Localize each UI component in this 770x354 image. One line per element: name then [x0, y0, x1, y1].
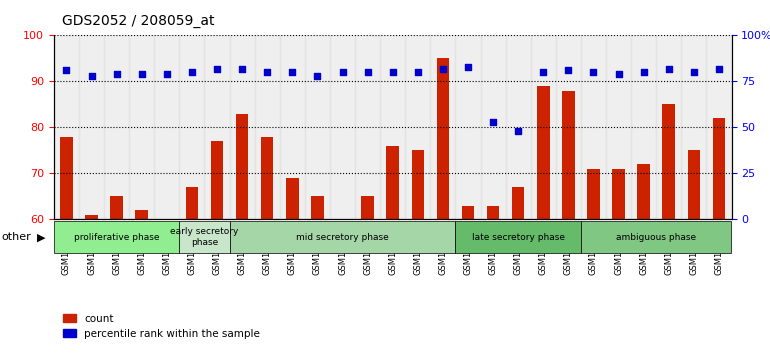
Point [85, 73, 98, 79]
Point [387, 69, 399, 75]
Text: GDS2052 / 208059_at: GDS2052 / 208059_at [62, 14, 214, 28]
Point [663, 66, 675, 72]
Bar [688, 150, 700, 354]
Bar [154, 35, 179, 219]
Bar [581, 35, 606, 219]
Point [161, 71, 173, 77]
Bar [211, 141, 223, 354]
Bar [606, 35, 631, 219]
Bar [229, 35, 255, 219]
Point [412, 69, 424, 75]
Bar [706, 35, 732, 219]
Bar [110, 196, 123, 354]
Bar [537, 86, 550, 354]
Bar [305, 35, 330, 219]
Bar [531, 35, 556, 219]
Legend: count, percentile rank within the sample: count, percentile rank within the sample [59, 310, 264, 343]
Bar [405, 35, 430, 219]
Bar [437, 58, 449, 354]
Text: ▶: ▶ [37, 232, 45, 242]
Text: proliferative phase: proliferative phase [74, 233, 159, 242]
Point [60, 68, 72, 73]
Bar [612, 169, 624, 354]
Text: other: other [2, 232, 32, 242]
FancyBboxPatch shape [455, 221, 581, 253]
Bar [311, 196, 323, 354]
Point [437, 66, 449, 72]
Point [512, 128, 524, 134]
Point [336, 69, 349, 75]
Point [537, 69, 550, 75]
Bar [713, 118, 725, 354]
Point [136, 71, 148, 77]
Point [261, 69, 273, 75]
Bar [54, 35, 79, 219]
Point [612, 71, 624, 77]
Bar [462, 206, 474, 354]
Text: early secretory
phase: early secretory phase [170, 228, 239, 247]
Bar [631, 35, 656, 219]
Bar [60, 137, 72, 354]
Bar [104, 35, 129, 219]
Point [211, 66, 223, 72]
Bar [556, 35, 581, 219]
Point [688, 69, 700, 75]
Text: mid secretory phase: mid secretory phase [296, 233, 389, 242]
Bar [480, 35, 506, 219]
Bar [205, 35, 229, 219]
Point [462, 64, 474, 69]
Bar [487, 206, 500, 354]
Bar [506, 35, 531, 219]
Bar [261, 137, 273, 354]
Text: late secretory phase: late secretory phase [472, 233, 564, 242]
Point [361, 69, 373, 75]
Bar [562, 91, 574, 354]
Point [236, 66, 248, 72]
Bar [129, 35, 154, 219]
FancyBboxPatch shape [581, 221, 732, 253]
Point [588, 69, 600, 75]
Bar [662, 104, 675, 354]
FancyBboxPatch shape [229, 221, 455, 253]
Bar [136, 210, 148, 354]
Bar [79, 35, 104, 219]
Bar [161, 219, 173, 354]
Bar [387, 146, 399, 354]
Bar [330, 35, 355, 219]
Bar [411, 150, 424, 354]
Bar [681, 35, 706, 219]
Bar [236, 114, 249, 354]
Point [311, 73, 323, 79]
Bar [656, 35, 681, 219]
Bar [179, 35, 205, 219]
Bar [361, 196, 374, 354]
Bar [280, 35, 305, 219]
Bar [85, 215, 98, 354]
Point [110, 71, 122, 77]
Bar [638, 164, 650, 354]
Bar [380, 35, 405, 219]
Point [487, 119, 499, 125]
Bar [336, 219, 349, 354]
Bar [588, 169, 600, 354]
Bar [512, 187, 524, 354]
Point [713, 66, 725, 72]
FancyBboxPatch shape [179, 221, 229, 253]
Bar [455, 35, 480, 219]
Bar [430, 35, 455, 219]
Text: ambiguous phase: ambiguous phase [616, 233, 696, 242]
Point [286, 69, 299, 75]
Bar [286, 178, 299, 354]
Bar [355, 35, 380, 219]
Point [562, 68, 574, 73]
FancyBboxPatch shape [54, 221, 179, 253]
Point [638, 69, 650, 75]
Bar [186, 187, 198, 354]
Bar [255, 35, 280, 219]
Point [186, 69, 198, 75]
